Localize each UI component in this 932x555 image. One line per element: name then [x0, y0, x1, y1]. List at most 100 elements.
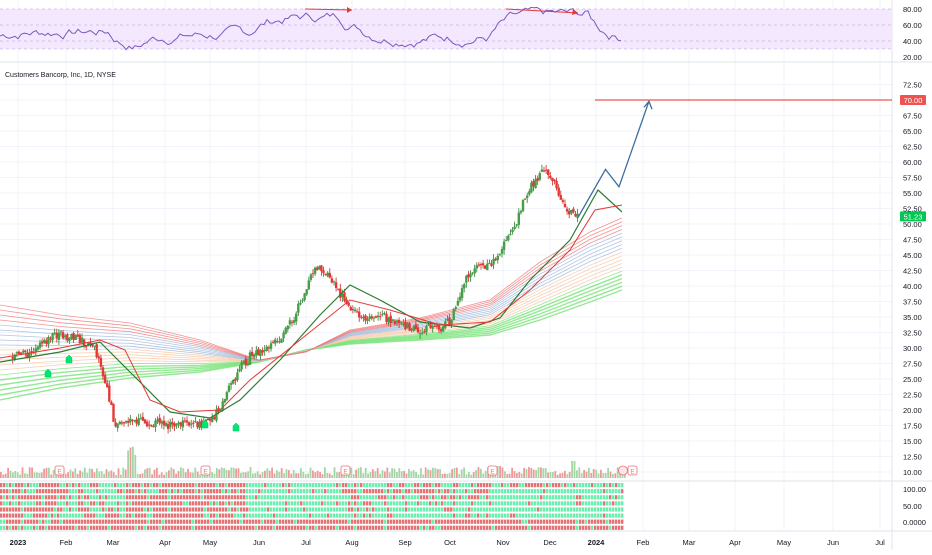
breadth-cell [141, 501, 144, 506]
breadth-cell [93, 507, 96, 512]
breadth-cell [51, 519, 54, 524]
price-tick-label: 45.00 [903, 251, 922, 260]
breadth-cell [69, 513, 72, 518]
candle-body [395, 320, 399, 323]
breadth-cell [372, 525, 375, 530]
breadth-cell [120, 501, 123, 506]
breadth-cell [444, 483, 447, 488]
volume-bar [360, 467, 362, 478]
candle-body [61, 332, 65, 339]
breadth-cell [342, 525, 345, 530]
breadth-cell [408, 507, 411, 512]
volume-bar [549, 471, 552, 478]
breadth-cell [0, 495, 3, 500]
breadth-cell [447, 501, 450, 506]
breadth-cell [0, 507, 3, 512]
breadth-cell [507, 525, 510, 530]
breadth-cell [135, 519, 138, 524]
breadth-cell [609, 501, 612, 506]
volume-bar [556, 474, 559, 478]
candle-body [286, 325, 289, 330]
breadth-cell [261, 525, 264, 530]
breadth-cell [381, 495, 384, 500]
breadth-cell [465, 519, 468, 524]
breadth-cell [396, 513, 399, 518]
candle-body [389, 315, 392, 323]
breadth-cell [561, 501, 564, 506]
candle-body [127, 421, 130, 423]
time-axis[interactable]: 2023 Feb Mar Apr May Jun Jul Aug Sep Oct Nov Dec 202… [10, 538, 885, 547]
buy-signal-marker [65, 354, 73, 364]
rsi-pane[interactable] [0, 6, 892, 51]
breadth-cell [534, 525, 537, 530]
breadth-cell [36, 507, 39, 512]
breadth-cell [15, 507, 18, 512]
breadth-cell [477, 501, 480, 506]
breadth-cell [204, 501, 207, 506]
breadth-cell [525, 513, 528, 518]
breadth-cell [300, 513, 303, 518]
breadth-cell [477, 519, 480, 524]
breadth-cell [141, 525, 144, 530]
breadth-cell [423, 519, 426, 524]
earnings-marker [627, 465, 638, 476]
breadth-cell [522, 519, 525, 524]
breadth-cell [429, 501, 432, 506]
breadth-cell [441, 507, 444, 512]
breadth-cell [81, 495, 84, 500]
breadth-cell [528, 507, 531, 512]
volume-bar [604, 473, 607, 478]
volume-bar [422, 474, 425, 478]
breadth-cell [81, 501, 84, 506]
candle-body [360, 316, 363, 318]
candle-body [490, 263, 493, 267]
volume-bar [244, 472, 247, 478]
breadth-cell [360, 519, 363, 524]
breadth-cell [432, 495, 435, 500]
breadth-cell [315, 513, 318, 518]
breadth-cell [489, 495, 492, 500]
volume-bar [264, 470, 266, 478]
candle-body [427, 324, 430, 326]
breadth-cell [435, 501, 438, 506]
breadth-cell [342, 483, 345, 488]
breadth-cell [144, 507, 147, 512]
breadth-cell [591, 495, 594, 500]
candle-body [400, 322, 403, 324]
earnings-marker [200, 465, 211, 476]
breadth-cell [423, 501, 426, 506]
breadth-cell [273, 501, 276, 506]
breadth-cell [75, 495, 78, 500]
breadth-cell [453, 513, 456, 518]
breadth-cell [510, 525, 513, 530]
breadth-cell [588, 501, 591, 506]
breadth-cell [99, 489, 102, 494]
breadth-cell [291, 495, 294, 500]
breadth-cell [255, 495, 258, 500]
breadth-cell [66, 507, 69, 512]
breadth-cell [612, 519, 615, 524]
breadth-cell [195, 507, 198, 512]
breadth-cell [150, 507, 153, 512]
breadth-cell [513, 501, 516, 506]
breadth-cell [39, 489, 42, 494]
breadth-cell [498, 495, 501, 500]
breadth-cell [156, 495, 159, 500]
breadth-cell [399, 525, 402, 530]
breadth-cell [201, 525, 204, 530]
breadth-cell [174, 495, 177, 500]
target-price-badge [900, 95, 926, 105]
breadth-cell [171, 501, 174, 506]
volume-bar [393, 468, 396, 478]
price-axis[interactable]: 72.5070.0067.5065.0062.5060.0057.5055.00… [900, 5, 926, 527]
breadth-cell [600, 501, 603, 506]
price-candles[interactable] [11, 164, 579, 434]
breadth-cell [39, 507, 42, 512]
breadth-cell [42, 513, 45, 518]
breadth-cell [336, 507, 339, 512]
breadth-cell [63, 513, 66, 518]
breadth-cell [441, 525, 444, 530]
breadth-cell [546, 483, 549, 488]
